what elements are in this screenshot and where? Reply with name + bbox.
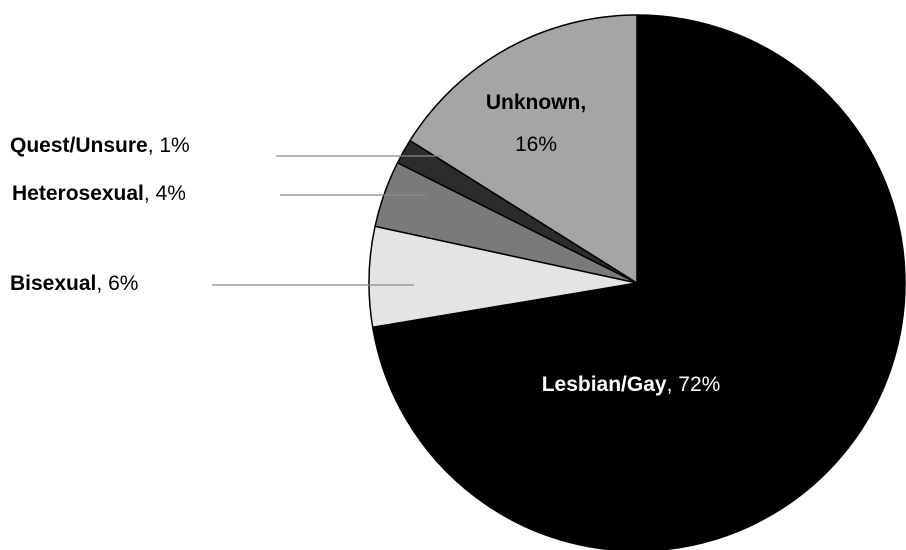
slice-percent-unknown: 16% (515, 133, 557, 156)
slice-percent-heterosexual: 4% (156, 182, 186, 205)
slice-percent-lesbian-gay: 72% (678, 373, 720, 396)
slice-category-heterosexual: Heterosexual (12, 182, 144, 205)
slice-label-quest-unsure: Quest/Unsure, 1% (10, 134, 190, 157)
slice-percent-quest-unsure: 1% (159, 134, 189, 157)
slice-percent-bisexual: 6% (108, 272, 138, 295)
slice-category-bisexual: Bisexual (10, 272, 96, 295)
pie-slice-lesbian-gay (371, 14, 906, 550)
slice-label-heterosexual: Heterosexual, 4% (12, 182, 186, 205)
slice-separator-bisexual: , (96, 272, 108, 295)
slice-separator-heterosexual: , (144, 182, 156, 205)
slice-separator-quest-unsure: , (148, 134, 160, 157)
slice-separator-lesbian-gay: , (667, 373, 679, 396)
pie-slice-unknown (409, 14, 638, 284)
pie-slices (368, 14, 906, 550)
slice-category-lesbian-gay: Lesbian/Gay (542, 373, 667, 396)
slice-label-bisexual: Bisexual, 6% (10, 272, 138, 295)
slice-category-unknown: Unknown, (486, 91, 586, 114)
leader-lines (212, 155, 443, 286)
slice-label-lesbian-gay: Lesbian/Gay, 72% (542, 373, 721, 396)
slice-category-quest-unsure: Quest/Unsure (10, 134, 148, 157)
